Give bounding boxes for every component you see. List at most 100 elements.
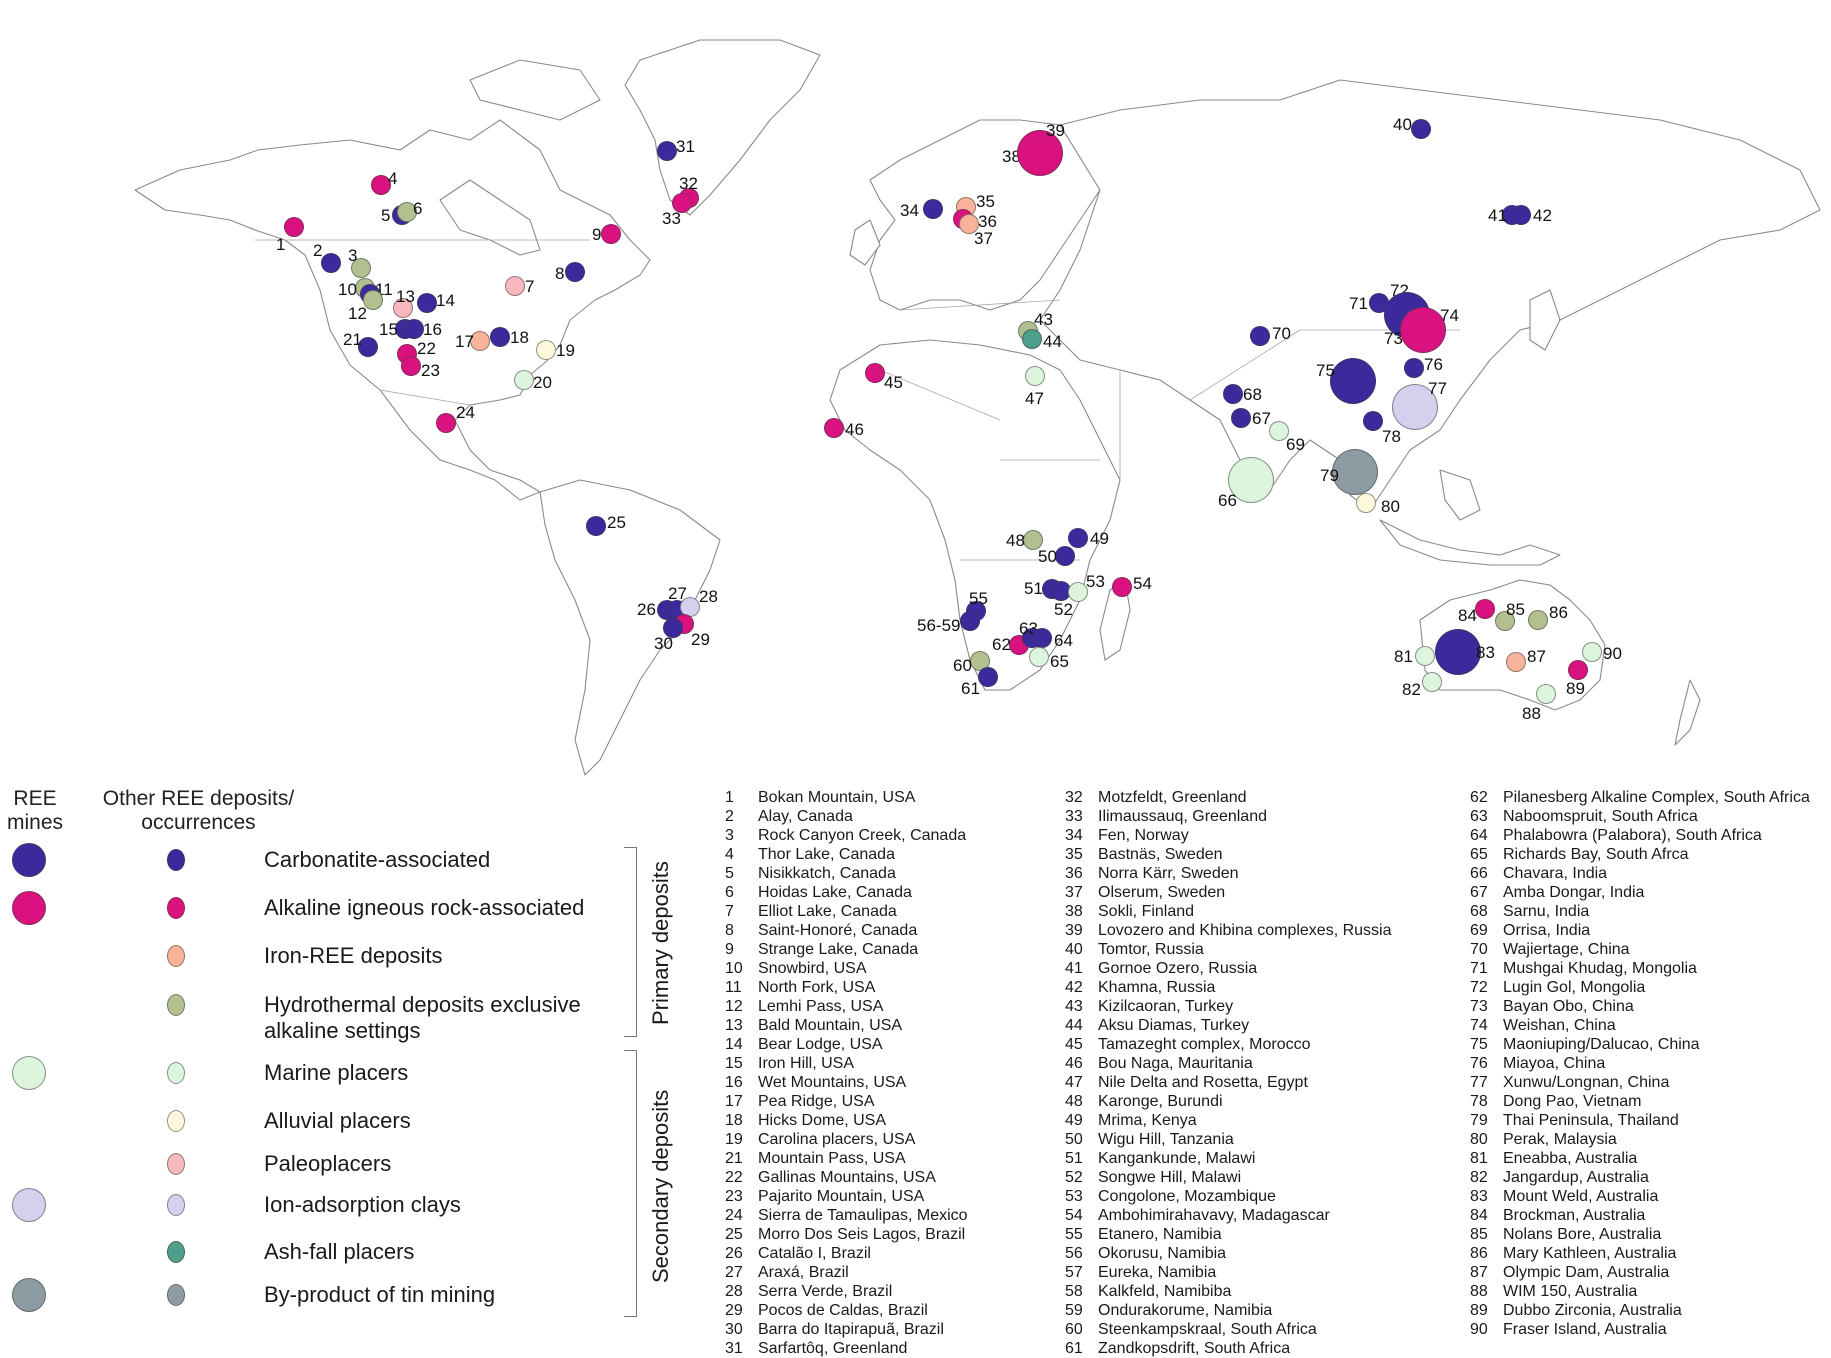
location-item: 23 Pajarito Mountain, USA [725, 1187, 968, 1206]
deposit-label-43: 43 [1034, 310, 1053, 329]
deposit-marker-47[interactable] [1025, 366, 1045, 386]
location-name: Karonge, Burundi [1098, 1093, 1223, 1110]
deposit-marker-9[interactable] [601, 224, 621, 244]
deposit-marker-19[interactable] [536, 340, 556, 360]
legend-header-mines-line1: REE [13, 787, 57, 810]
deposit-marker-21[interactable] [358, 337, 378, 357]
deposit-marker-30[interactable] [663, 618, 683, 638]
deposit-marker-78[interactable] [1363, 411, 1383, 431]
deposit-label-64: 64 [1054, 631, 1073, 650]
deposit-marker-56-59[interactable] [960, 611, 980, 631]
deposit-marker-2[interactable] [321, 253, 341, 273]
deposit-marker-49[interactable] [1068, 528, 1088, 548]
deposit-marker-69[interactable] [1269, 421, 1289, 441]
deposit-marker-4[interactable] [371, 175, 391, 195]
deposit-marker-85[interactable] [1495, 611, 1515, 631]
deposit-marker-76[interactable] [1404, 358, 1424, 378]
location-number: 3 [725, 827, 734, 844]
deposit-marker-46[interactable] [824, 418, 844, 438]
deposit-marker-44[interactable] [1022, 329, 1042, 349]
deposit-marker-45[interactable] [865, 363, 885, 383]
deposit-marker-86[interactable] [1528, 610, 1548, 630]
location-item: 49 Mrima, Kenya [1065, 1111, 1392, 1130]
deposit-marker-84[interactable] [1475, 599, 1495, 619]
deposit-marker-33[interactable] [672, 193, 692, 213]
location-item: 9 Strange Lake, Canada [725, 940, 968, 959]
legend-header-mines-line2: mines [6, 811, 64, 834]
deposit-marker-79[interactable] [1332, 449, 1378, 495]
deposit-marker-34[interactable] [923, 199, 943, 219]
location-number: 48 [1065, 1093, 1083, 1110]
deposit-marker-16[interactable] [404, 319, 424, 339]
deposit-marker-89[interactable] [1568, 660, 1588, 680]
location-number: 65 [1470, 846, 1488, 863]
deposit-label-27: 27 [668, 584, 687, 603]
location-name: Araxá, Brazil [758, 1264, 849, 1281]
location-item: 32 Motzfeldt, Greenland [1065, 788, 1392, 807]
deposit-marker-75[interactable] [1330, 358, 1376, 404]
deposit-marker-18[interactable] [490, 327, 510, 347]
deposit-marker-83[interactable] [1435, 629, 1481, 675]
deposit-marker-82[interactable] [1422, 672, 1442, 692]
deposit-marker-42[interactable] [1511, 205, 1531, 225]
deposit-marker-17[interactable] [470, 331, 490, 351]
deposit-marker-24[interactable] [436, 413, 456, 433]
deposit-marker-65[interactable] [1029, 647, 1049, 667]
location-name: Mushgai Khudag, Mongolia [1503, 960, 1697, 977]
deposit-marker-87[interactable] [1506, 652, 1526, 672]
location-name: WIM 150, Australia [1503, 1283, 1638, 1300]
deposit-marker-37[interactable] [959, 214, 979, 234]
deposit-marker-66[interactable] [1228, 457, 1274, 503]
deposit-label-75: 75 [1316, 361, 1335, 380]
legend-occurrence-dot-paleo [167, 1153, 185, 1175]
location-name: Norra Kärr, Sweden [1098, 865, 1239, 882]
deposit-marker-48[interactable] [1023, 530, 1043, 550]
location-number: 73 [1470, 998, 1488, 1015]
deposit-marker-23[interactable] [401, 356, 421, 376]
deposit-marker-88[interactable] [1536, 684, 1556, 704]
deposit-marker-61[interactable] [978, 667, 998, 687]
deposit-marker-81[interactable] [1415, 646, 1435, 666]
location-name: Perak, Malaysia [1503, 1131, 1617, 1148]
deposit-marker-68[interactable] [1223, 384, 1243, 404]
deposit-marker-39[interactable] [1017, 130, 1063, 176]
deposit-marker-13[interactable] [393, 298, 413, 318]
deposit-label-48: 48 [1006, 531, 1025, 550]
deposit-marker-20[interactable] [514, 370, 534, 390]
deposit-marker-1[interactable] [284, 217, 304, 237]
deposit-marker-80[interactable] [1356, 493, 1376, 513]
deposit-marker-54[interactable] [1112, 577, 1132, 597]
deposit-marker-31[interactable] [657, 141, 677, 161]
deposit-marker-53[interactable] [1068, 582, 1088, 602]
location-item: 22 Gallinas Mountains, USA [725, 1168, 968, 1187]
deposit-marker-77[interactable] [1392, 384, 1438, 430]
deposit-marker-14[interactable] [417, 293, 437, 313]
location-name: Snowbird, USA [758, 960, 867, 977]
location-name: Ilimaussauq, Greenland [1098, 808, 1267, 825]
deposit-marker-40[interactable] [1411, 119, 1431, 139]
location-name: Hicks Dome, USA [758, 1112, 887, 1129]
deposit-marker-74[interactable] [1400, 307, 1446, 353]
location-name: Lovozero and Khibina complexes, Russia [1098, 922, 1392, 939]
deposit-marker-8[interactable] [565, 262, 585, 282]
deposit-label-8: 8 [555, 264, 565, 283]
deposit-marker-25[interactable] [586, 516, 606, 536]
deposit-marker-50[interactable] [1055, 546, 1075, 566]
location-item: 78 Dong Pao, Vietnam [1470, 1092, 1810, 1111]
deposit-marker-6[interactable] [397, 202, 417, 222]
legend-occurrence-dot-tin [167, 1284, 185, 1306]
deposit-label-29: 29 [691, 630, 710, 649]
deposit-marker-67[interactable] [1231, 408, 1251, 428]
deposit-marker-64[interactable] [1032, 628, 1052, 648]
location-item: 79 Thai Peninsula, Thailand [1470, 1111, 1810, 1130]
location-number: 52 [1065, 1169, 1083, 1186]
deposit-marker-70[interactable] [1250, 326, 1270, 346]
location-number: 78 [1470, 1093, 1488, 1110]
deposit-label-45: 45 [884, 373, 903, 392]
legend-label-alluvial: Alluvial placers [264, 1108, 411, 1133]
location-number: 45 [1065, 1036, 1083, 1053]
deposit-marker-7[interactable] [505, 276, 525, 296]
deposit-marker-90[interactable] [1582, 642, 1602, 662]
deposit-marker-3[interactable] [351, 258, 371, 278]
deposit-marker-12[interactable] [363, 290, 383, 310]
